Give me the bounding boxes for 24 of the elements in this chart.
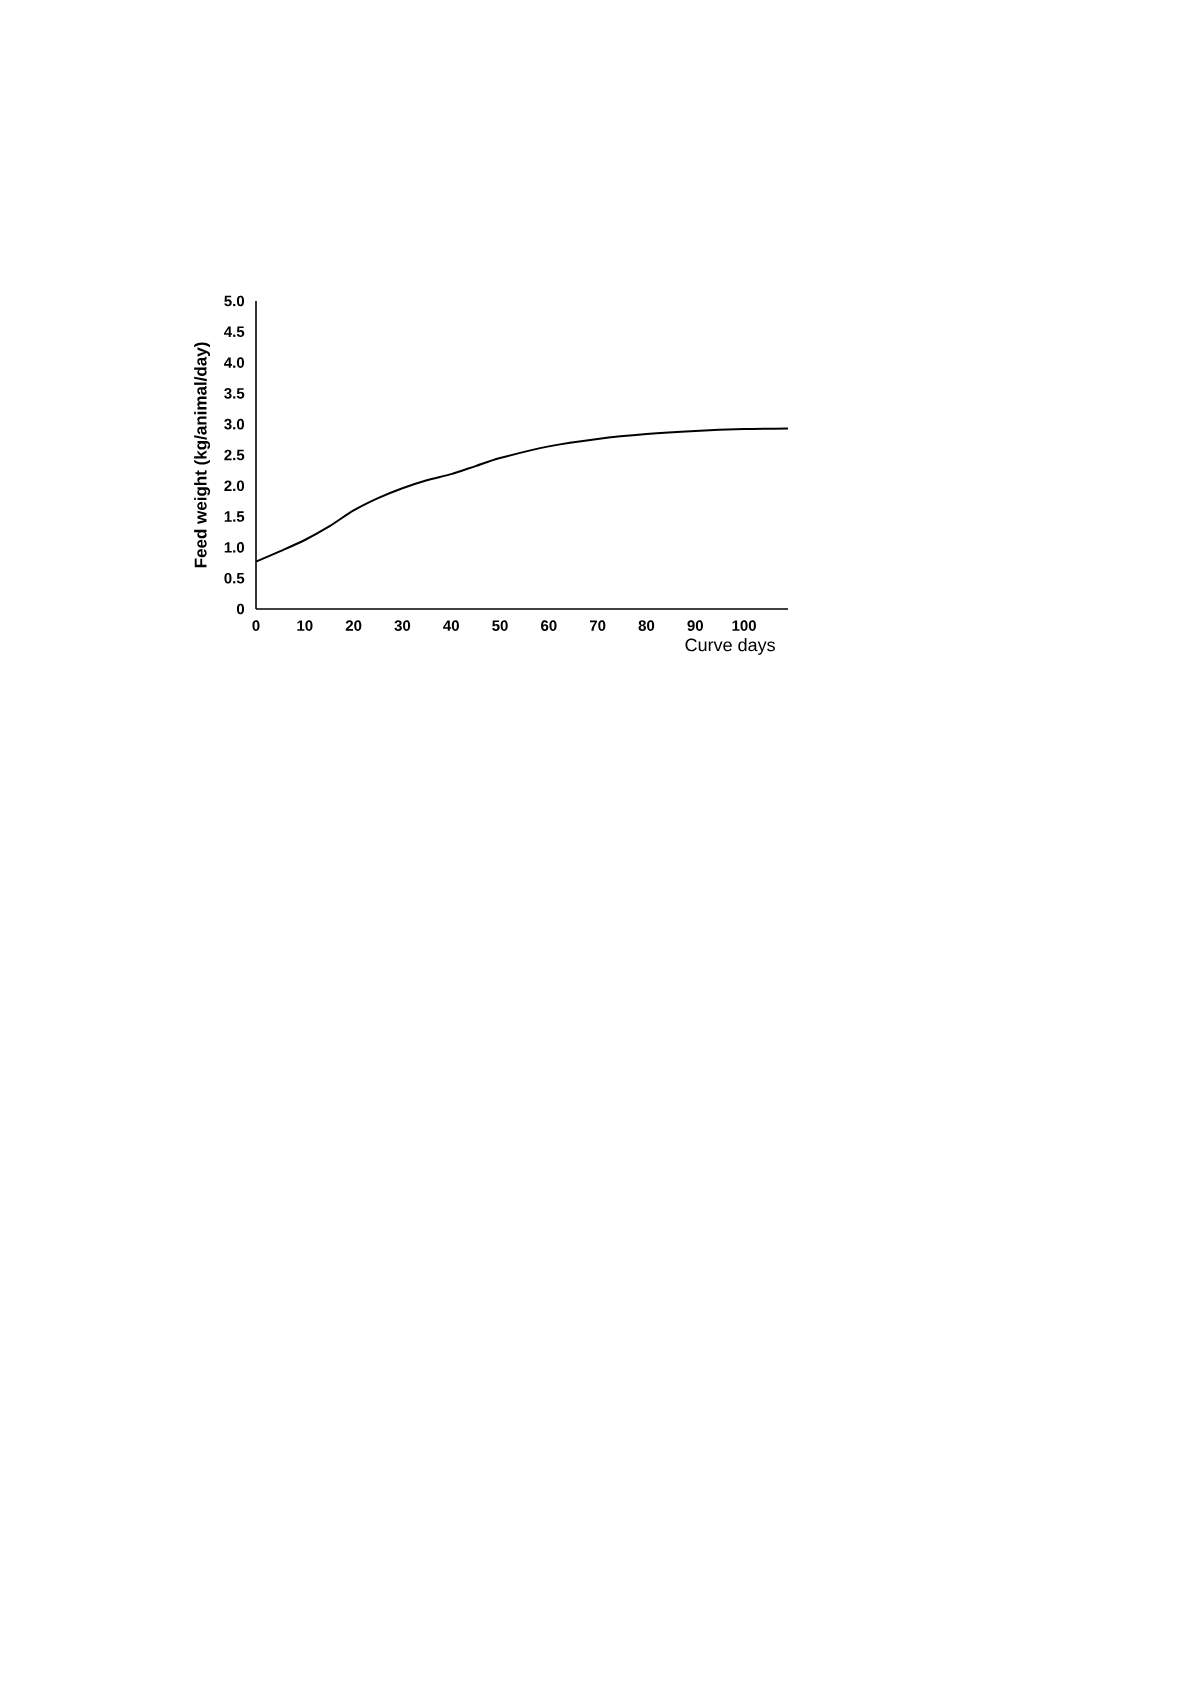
x-tick-label: 30 xyxy=(394,620,411,631)
y-tick-label: 1.5 xyxy=(224,511,245,522)
x-tick-label: 20 xyxy=(345,620,362,631)
x-tick-label: 60 xyxy=(541,620,557,631)
y-tick-label: 4.5 xyxy=(224,326,245,338)
y-tick-label: 5.0 xyxy=(224,295,245,307)
y-tick-label: 0 xyxy=(236,603,245,615)
x-tick-label: 50 xyxy=(492,620,508,631)
y-tick-label: 2.0 xyxy=(224,480,245,492)
x-tick-label: 80 xyxy=(638,620,655,631)
y-tick-label: 3.5 xyxy=(224,388,245,399)
y-tick-label: 1.0 xyxy=(224,542,245,553)
x-tick-label: 70 xyxy=(589,620,606,631)
y-tick-label: 3.0 xyxy=(224,418,245,430)
y-tick-label: 4.0 xyxy=(224,357,245,368)
x-axis-title: Curve days xyxy=(685,638,775,655)
x-tick-label: 0 xyxy=(252,620,260,631)
y-tick-label: 0.5 xyxy=(224,572,245,584)
y-tick-label: 2.5 xyxy=(224,449,245,461)
y-axis-title: Feed weight (kg/animal/day) xyxy=(194,342,211,568)
x-tick-label: 100 xyxy=(732,620,756,631)
x-tick-label: 10 xyxy=(297,620,313,631)
x-tick-label: 40 xyxy=(443,620,459,631)
x-tick-label: 90 xyxy=(687,620,703,631)
